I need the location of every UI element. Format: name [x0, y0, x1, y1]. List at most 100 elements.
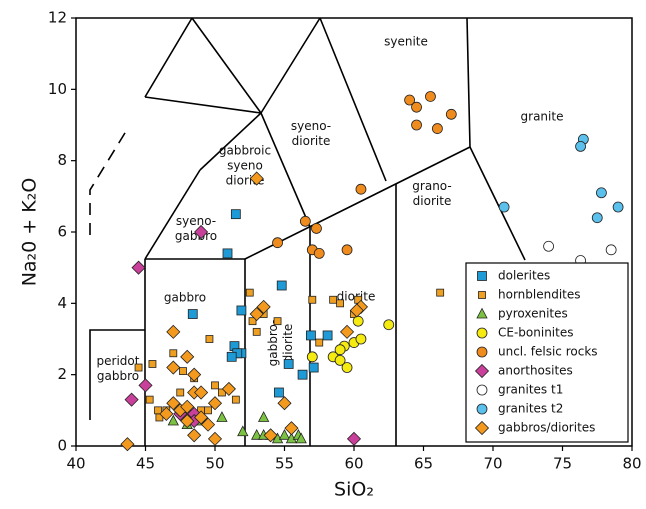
- y-tick-label: 8: [57, 151, 67, 169]
- marker: [180, 399, 195, 414]
- x-tick-label: 70: [483, 455, 502, 473]
- legend-label: granites t1: [498, 383, 563, 397]
- marker: [249, 306, 264, 322]
- legend-box: [465, 262, 629, 443]
- series: [272, 91, 457, 259]
- x-tick-label: 75: [553, 455, 572, 473]
- marker: [276, 280, 287, 291]
- marker: [306, 351, 318, 363]
- marker: [341, 244, 353, 256]
- series: [120, 171, 369, 452]
- y-tick-label: 0: [57, 437, 67, 455]
- marker: [148, 360, 157, 368]
- marker: [194, 385, 209, 400]
- marker: [204, 406, 212, 415]
- x-tick-label: 50: [205, 455, 224, 473]
- x-tick-label: 40: [66, 455, 85, 473]
- field-label: diorite: [413, 194, 452, 208]
- marker: [159, 406, 174, 421]
- marker: [180, 349, 195, 364]
- boundary: [244, 146, 471, 260]
- marker: [575, 140, 586, 152]
- y-tick-label: 4: [57, 294, 67, 312]
- marker: [120, 437, 135, 452]
- legend-marker: [478, 291, 486, 299]
- marker: [216, 411, 228, 422]
- y-axis-label: Na₂0 + K₂O: [19, 178, 41, 287]
- x-tick-label: 60: [344, 455, 363, 473]
- marker: [273, 317, 282, 326]
- marker: [355, 333, 367, 345]
- marker: [166, 324, 181, 339]
- x-tick-label: 65: [414, 455, 433, 473]
- marker: [169, 349, 178, 358]
- field-label: syeno: [227, 159, 263, 173]
- marker: [336, 299, 345, 308]
- marker: [226, 351, 237, 362]
- marker: [211, 381, 219, 390]
- marker: [179, 367, 187, 376]
- marker: [166, 396, 181, 411]
- marker: [205, 335, 214, 343]
- boundary: [260, 112, 311, 228]
- marker: [124, 392, 139, 407]
- marker: [355, 183, 367, 195]
- y-tick-label: 6: [57, 223, 67, 241]
- marker: [277, 396, 292, 411]
- boundary-dashed: [89, 127, 129, 235]
- marker: [445, 108, 457, 120]
- marker: [346, 431, 362, 446]
- marker: [322, 330, 333, 341]
- legend-label: hornblendites: [498, 288, 581, 302]
- legend-label: dolerites: [498, 269, 550, 283]
- marker: [167, 414, 179, 426]
- marker: [295, 432, 307, 444]
- boundary: [144, 96, 262, 114]
- marker: [605, 244, 617, 256]
- x-axis-label: SiO₂: [334, 479, 374, 501]
- legend-label: gabbros/diorites: [498, 421, 595, 435]
- x-tick-label: 55: [275, 455, 294, 473]
- marker: [596, 187, 607, 199]
- marker: [284, 421, 299, 436]
- marker: [194, 410, 209, 425]
- marker: [256, 299, 271, 314]
- marker: [221, 381, 236, 396]
- field-label: gabbroic: [219, 144, 271, 158]
- marker: [252, 327, 261, 336]
- series: [187, 209, 333, 398]
- marker: [431, 123, 443, 134]
- marker: [207, 431, 223, 446]
- marker: [308, 295, 317, 304]
- field-label: syenite: [384, 35, 428, 49]
- marker: [248, 317, 257, 326]
- legend-label: granites t2: [498, 402, 563, 416]
- marker: [334, 344, 346, 356]
- legend: dolerites hornblendites pyroxenites CE-boni…: [465, 262, 629, 443]
- field-label: diorite: [281, 324, 295, 363]
- marker: [237, 425, 249, 437]
- marker: [236, 305, 247, 316]
- y-tick-label: 10: [48, 80, 67, 98]
- x-tick-label: 80: [622, 455, 641, 473]
- legend-label: CE-boninites: [498, 326, 573, 340]
- marker: [411, 119, 422, 131]
- marker: [251, 428, 263, 440]
- legend-label: pyroxenites: [498, 307, 568, 321]
- marker: [166, 360, 181, 375]
- marker: [341, 362, 353, 373]
- marker: [299, 215, 311, 227]
- marker: [283, 359, 294, 369]
- boundary: [469, 146, 526, 261]
- legend-marker: [476, 384, 488, 396]
- marker: [134, 363, 143, 372]
- legend-label: anorthosites: [498, 364, 573, 378]
- marker: [313, 247, 325, 259]
- field-label: gabbro-: [266, 320, 280, 367]
- marker: [131, 260, 146, 275]
- legend-marker: [474, 363, 490, 379]
- legend-marker: [476, 327, 488, 339]
- boundary: [319, 17, 387, 182]
- marker: [138, 378, 153, 393]
- legend-marker: [476, 346, 488, 358]
